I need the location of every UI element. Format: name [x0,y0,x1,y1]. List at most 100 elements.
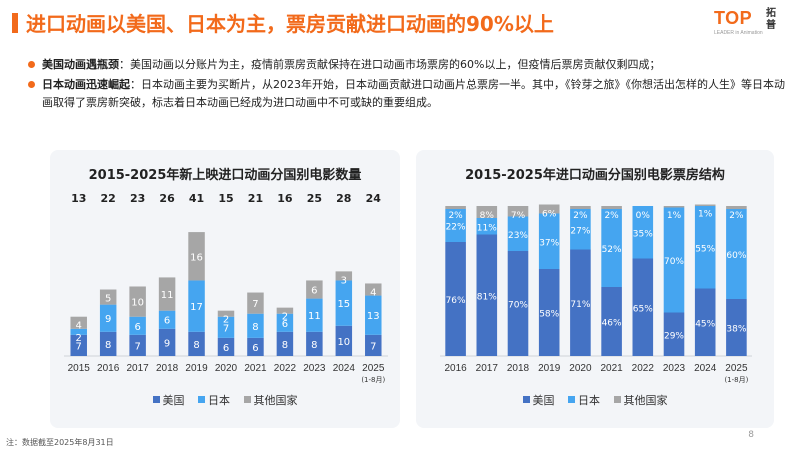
bar-segment [158,328,176,356]
data-label: 76% [446,296,466,306]
data-label: 6% [542,210,557,220]
legend-label: 日本 [578,394,600,407]
chart-share-svg: 76% 22% 2% 2016 81% 11% 8% 2017 70% 23% 7% 2018 58% 3… [440,204,752,384]
data-label: 60% [726,251,746,261]
bar-segment [335,325,353,356]
data-label: 6 [282,319,288,330]
bar-segment [70,316,87,329]
bar-segment [70,334,87,356]
data-label: 1% [667,211,682,221]
data-label: 1% [698,210,713,220]
total-label: 13 [71,192,86,205]
data-label: 11 [161,290,174,301]
x-tick-label: 2015 [68,363,91,374]
data-label: 2% [448,211,463,221]
bar-segment [663,207,685,313]
data-label: 46% [602,319,622,329]
data-label: 7 [252,299,258,310]
x-tick-label: 2024 [333,363,356,374]
bar-segment [445,206,466,209]
bar-segment [306,298,323,332]
data-label: 2 [76,333,82,344]
bar-segment [217,337,235,356]
logo-subtext: LEADER in Animation [714,30,763,36]
data-label: 6 [223,343,229,354]
total-label: 28 [336,192,351,205]
data-label: 3 [341,275,347,286]
total-label: 16 [277,192,293,205]
bar-segment [129,286,146,317]
x-tick-label: 2020 [569,363,592,374]
bar-segment [247,292,264,314]
data-label: 10 [337,337,350,348]
bar-segment [507,216,529,251]
data-label: 6 [252,343,258,354]
legend-swatch [522,396,530,403]
data-label: 2% [604,211,619,221]
bar-segment [276,313,294,332]
data-label: 0% [636,211,651,221]
bar-segment [445,209,466,242]
chart-panel-count: 2015-2025年新上映进口动画分国别电影数量 7 2 4 13 2015 8 9 5 22 2… [50,150,400,428]
bar-segment [538,269,560,356]
data-label: 29% [664,331,684,341]
bar-segment [507,251,529,356]
data-label: 8 [311,340,317,351]
logo-mark: TOP [714,8,753,28]
data-label: 70% [664,257,684,267]
data-label: 37% [539,238,559,248]
page-title: 进口动画以美国、日本为主，票房贡献进口动画的90%以上 [26,12,554,36]
bar-segment [570,206,591,209]
bar-segment [663,206,685,208]
bar-segment [188,280,205,332]
chart-panel-share: 2015-2025年进口动画分国别电影票房结构 76% 22% 2% 2016 81% 1… [416,150,774,428]
data-label: 52% [602,245,622,255]
bar-segment [306,280,323,299]
bar-segment [247,313,264,338]
x-tick-label: 2025 [362,363,385,374]
x-tick-label: 2024 [694,363,717,374]
data-label: 15 [337,299,350,310]
data-label: 2% [729,211,744,221]
data-label: 7 [370,341,376,352]
bar-segment [570,209,591,250]
bar-segment [158,277,176,311]
legend-item-us: 美国 [152,392,185,408]
total-label: 25 [307,192,322,205]
bar-segment [726,206,747,209]
total-label: 21 [248,192,263,205]
bullet-head: 日本动画迅速崛起 [42,78,130,91]
bar-segment [217,310,235,317]
data-label: 8 [282,340,288,351]
x-tick-label: 2021 [600,363,623,374]
legend-item-us: 美国 [522,392,555,408]
bullet-text: ：日本动画主要为买断片，从2023年开始，日本动画贡献进口动画片总票房一半。其中… [42,78,785,109]
data-label: 16 [190,252,203,263]
data-label: 8 [193,340,199,351]
bar-segment [507,206,529,217]
bullet-head: 美国动画遇瓶颈 [42,58,119,71]
data-label: 35% [633,229,653,239]
legend-label: 美国 [532,394,555,407]
bar-segment [632,206,654,259]
logo: TOP LEADER in Animation 拓普 [714,8,784,40]
bar-segment [694,204,716,206]
x-tick-label: 2016 [97,363,120,374]
x-tick-label: 2018 [507,363,530,374]
bar-segment [445,242,466,356]
bar-segment [99,331,117,356]
x-tick-label: 2017 [127,363,150,374]
bar-segment [476,218,498,235]
legend-label: 其他国家 [253,394,298,407]
total-label: 26 [159,192,175,205]
bar-segment [726,299,747,356]
x-tick-label: 2025 [725,363,748,374]
bar-segment [632,258,654,356]
data-label: 27% [570,226,590,236]
bar-segment [538,204,560,214]
bar-segment [601,206,622,209]
data-label: 7% [511,211,526,221]
data-label: 71% [570,300,590,310]
x-tick-label: 2017 [476,363,499,374]
bullet-list: 美国动画遇瓶颈：美国动画以分账片为主，疫情前票房贡献保持在进口动画市场票房的60… [28,56,788,114]
